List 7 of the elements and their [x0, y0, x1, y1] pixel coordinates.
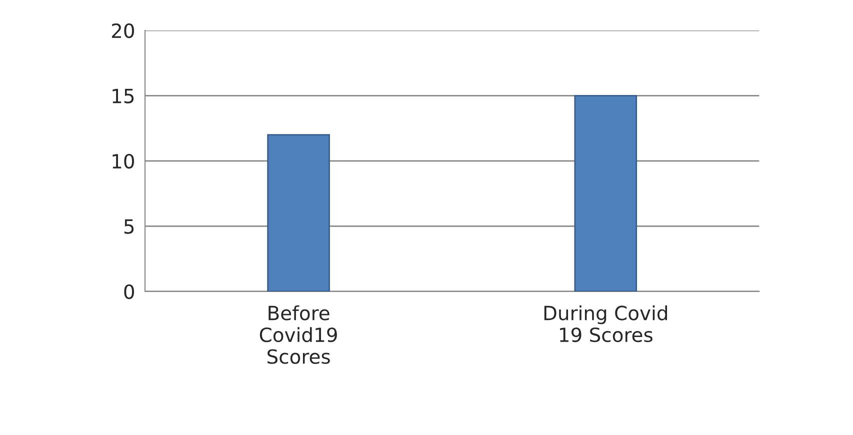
x-tick-label: Before Covid19 Scores: [260, 305, 337, 364]
y-tick-label: 0: [124, 284, 134, 300]
y-tick-label: 20: [112, 23, 134, 38]
y-tick-label: 5: [124, 219, 134, 234]
x-tick-label: During Covid 19 Scores: [544, 305, 667, 342]
y-tick-label: 15: [112, 88, 134, 104]
y-tick-label: 10: [112, 154, 134, 169]
